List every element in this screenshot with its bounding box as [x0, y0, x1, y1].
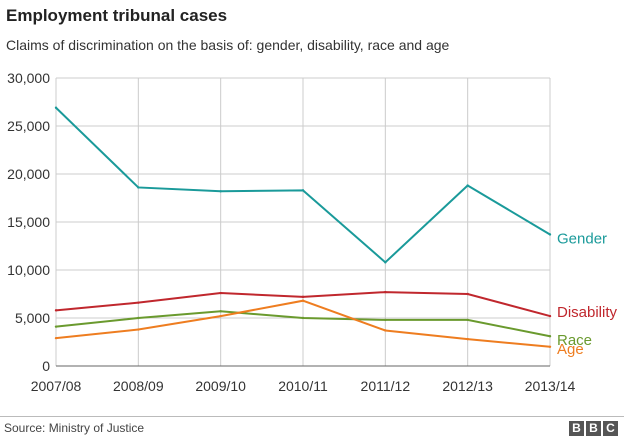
data-point-gender	[548, 233, 552, 236]
data-point-age	[384, 329, 387, 332]
x-tick-label: 2011/12	[361, 378, 411, 394]
chart-subtitle: Claims of discrimination on the basis of…	[6, 37, 450, 53]
data-point-age	[548, 345, 552, 348]
source-note: Source: Ministry of Justice	[4, 421, 145, 435]
line-chart: 0 5,000 10,000 15,000 20,000 25,000 30,000 2007…	[7, 70, 618, 394]
logo-letter: B	[586, 421, 601, 436]
x-tick-label: 2012/13	[442, 378, 493, 394]
x-tick-label: 2007/08	[31, 378, 82, 394]
footer-divider	[0, 416, 624, 417]
logo-letter: B	[569, 421, 584, 436]
y-tick-label: 15,000	[7, 214, 50, 230]
logo-letter: C	[603, 421, 618, 436]
data-point-gender	[466, 184, 469, 187]
series-label-disability: Disability	[557, 304, 618, 321]
data-point-disability	[301, 295, 305, 299]
data-point-disability	[54, 309, 58, 312]
y-tick-label: 25,000	[7, 118, 50, 134]
y-tick-label: 0	[42, 358, 50, 374]
data-point-age	[466, 337, 469, 341]
x-tick-label: 2010/11	[278, 378, 328, 394]
data-point-age	[54, 336, 58, 340]
data-point-disability	[219, 291, 222, 295]
y-tick-label: 30,000	[7, 70, 50, 86]
data-point-race	[548, 335, 552, 338]
data-point-gender	[384, 261, 387, 264]
data-point-gender	[54, 106, 58, 109]
x-tick-label: 2008/09	[113, 378, 164, 394]
data-point-race	[384, 318, 387, 322]
bbc-logo: B B C	[569, 421, 618, 436]
series-label-race: Race	[557, 332, 592, 349]
series-label-gender: Gender	[557, 230, 607, 247]
data-point-disability	[548, 314, 552, 318]
data-point-gender	[301, 189, 305, 192]
data-point-age	[301, 299, 305, 302]
data-point-disability	[466, 292, 469, 296]
data-point-age	[137, 328, 140, 331]
data-point-gender	[219, 190, 222, 193]
series-label-age: Age	[557, 341, 584, 358]
data-point-race	[219, 310, 222, 313]
data-point-disability	[384, 290, 387, 294]
y-tick-label: 10,000	[7, 262, 50, 278]
data-point-age	[219, 314, 222, 318]
data-point-disability	[137, 301, 140, 304]
data-point-gender	[137, 186, 140, 189]
data-point-race	[54, 325, 58, 328]
x-tick-label: 2013/14	[525, 378, 576, 394]
x-tick-label: 2009/10	[195, 378, 246, 394]
y-tick-label: 5,000	[15, 310, 50, 326]
data-point-race	[301, 316, 305, 320]
data-point-race	[466, 318, 469, 322]
chart-title: Employment tribunal cases	[6, 6, 228, 25]
data-point-race	[137, 316, 140, 320]
y-tick-label: 20,000	[7, 166, 50, 182]
